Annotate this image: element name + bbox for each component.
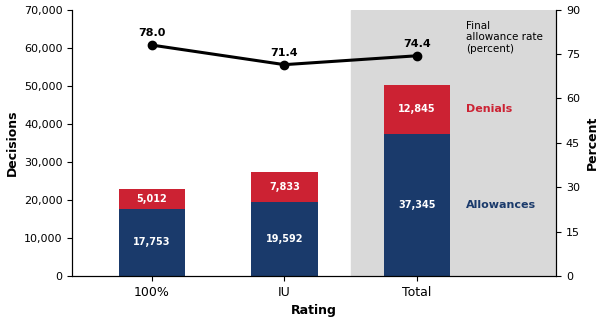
X-axis label: Rating: Rating — [291, 305, 337, 318]
Bar — [119, 190, 185, 209]
Text: Denials: Denials — [466, 104, 512, 114]
Text: 74.4: 74.4 — [403, 39, 431, 49]
Text: 37,345: 37,345 — [398, 200, 435, 210]
Text: Final
allowance rate
(percent): Final allowance rate (percent) — [466, 21, 543, 54]
Bar — [119, 209, 185, 276]
Y-axis label: Percent: Percent — [585, 116, 599, 170]
Bar — [251, 172, 318, 202]
Text: 7,833: 7,833 — [269, 182, 300, 192]
Text: 17,753: 17,753 — [133, 237, 171, 247]
Bar — [384, 85, 450, 134]
Bar — [351, 10, 556, 276]
Text: 5,012: 5,012 — [137, 194, 167, 204]
Text: 12,845: 12,845 — [398, 104, 435, 114]
Text: 71.4: 71.4 — [271, 48, 298, 58]
Bar — [384, 134, 450, 276]
Text: 78.0: 78.0 — [138, 28, 165, 38]
Y-axis label: Decisions: Decisions — [5, 109, 19, 176]
Text: Allowances: Allowances — [466, 200, 536, 210]
Text: 19,592: 19,592 — [266, 234, 303, 244]
Bar — [251, 202, 318, 276]
